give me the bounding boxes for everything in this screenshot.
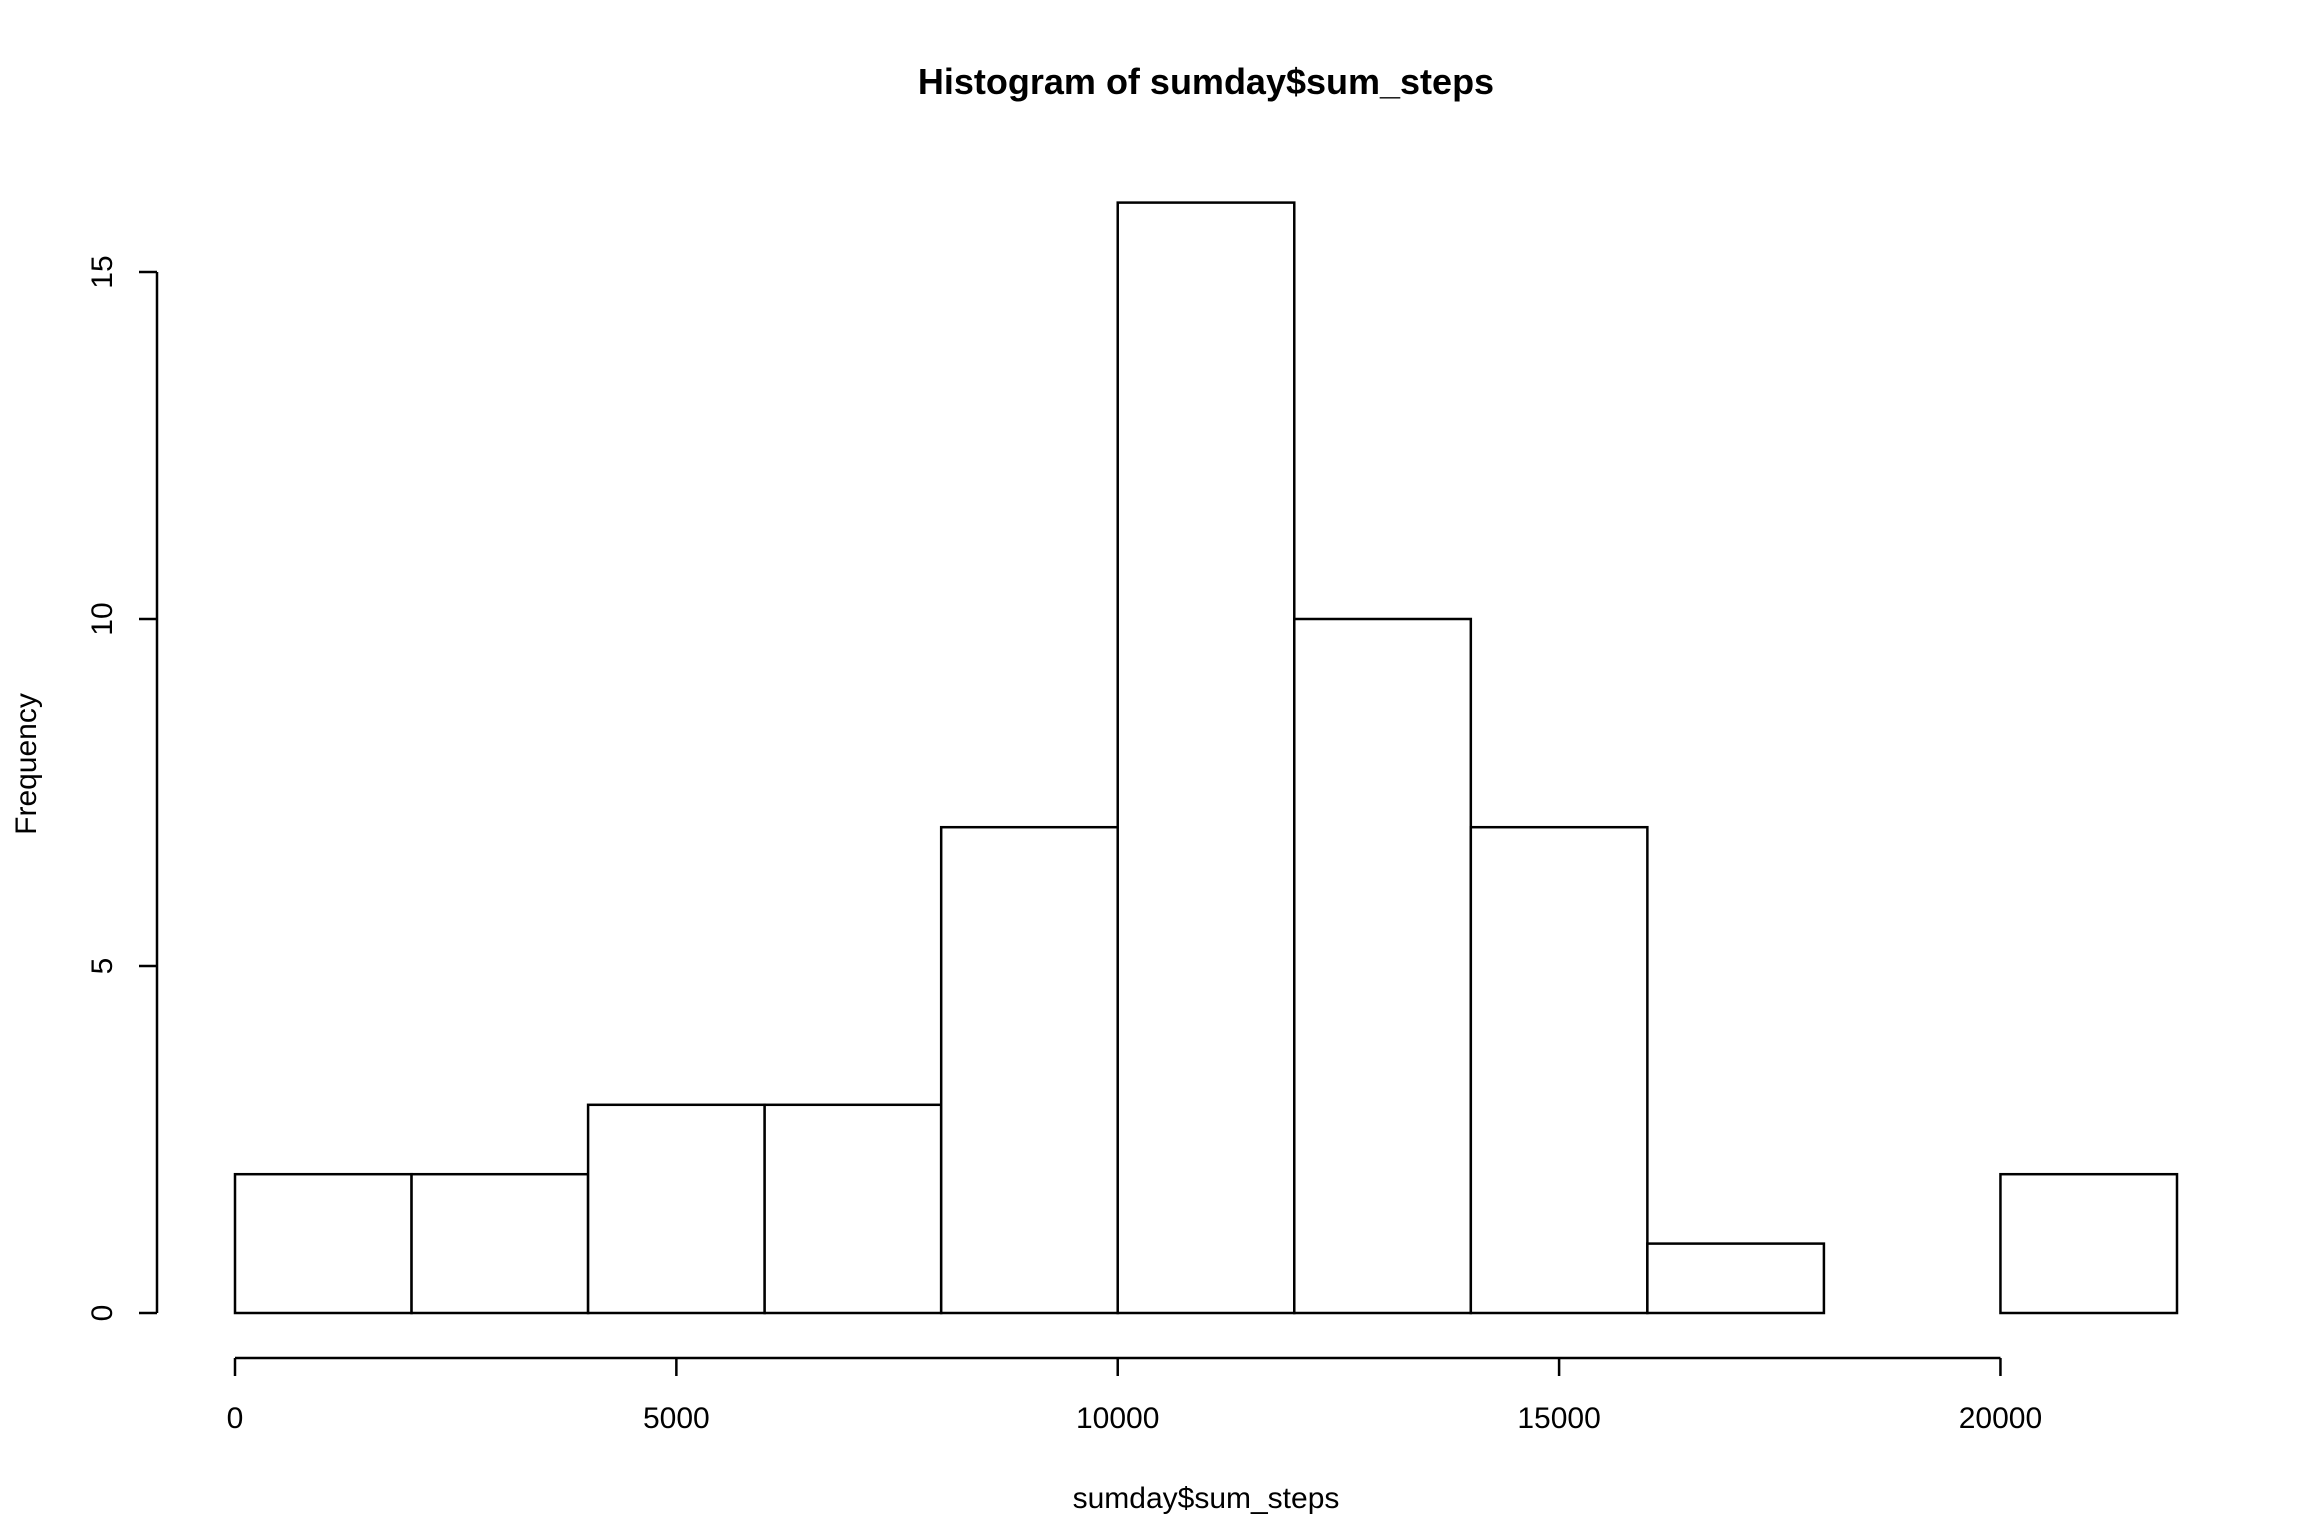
chart-title: Histogram of sumday$sum_steps [918, 61, 1494, 102]
histogram-bar-3 [763, 1103, 943, 1315]
x-axis: 0 5000 10000 15000 20000 [227, 1356, 2042, 1435]
x-tick-label: 0 [227, 1402, 244, 1435]
histogram-bar-8 [1646, 1242, 1826, 1315]
y-axis-label: Frequency [10, 693, 43, 835]
y-tick-label: 10 [86, 602, 119, 635]
x-tick-label: 15000 [1517, 1402, 1600, 1435]
y-tick-label: 15 [86, 255, 119, 288]
histogram-bar-7 [1469, 825, 1649, 1315]
x-tick-label: 20000 [1959, 1402, 2042, 1435]
histogram-bar-4 [939, 825, 1119, 1315]
y-tick-label: 0 [86, 1305, 119, 1322]
histogram-bar-6 [1293, 617, 1473, 1315]
histogram-bar-1 [410, 1172, 590, 1315]
x-tick-label: 10000 [1076, 1402, 1159, 1435]
x-axis-label: sumday$sum_steps [1073, 1482, 1340, 1515]
bars-group [233, 201, 2179, 1315]
histogram-bar-10 [1999, 1172, 2179, 1315]
y-tick-label: 5 [86, 958, 119, 975]
histogram-bar-2 [586, 1103, 766, 1315]
y-axis: 0 5 10 15 [86, 255, 159, 1322]
histogram-bar-5 [1116, 201, 1296, 1315]
x-tick-label: 5000 [643, 1402, 710, 1435]
histogram-bar-0 [233, 1172, 413, 1315]
